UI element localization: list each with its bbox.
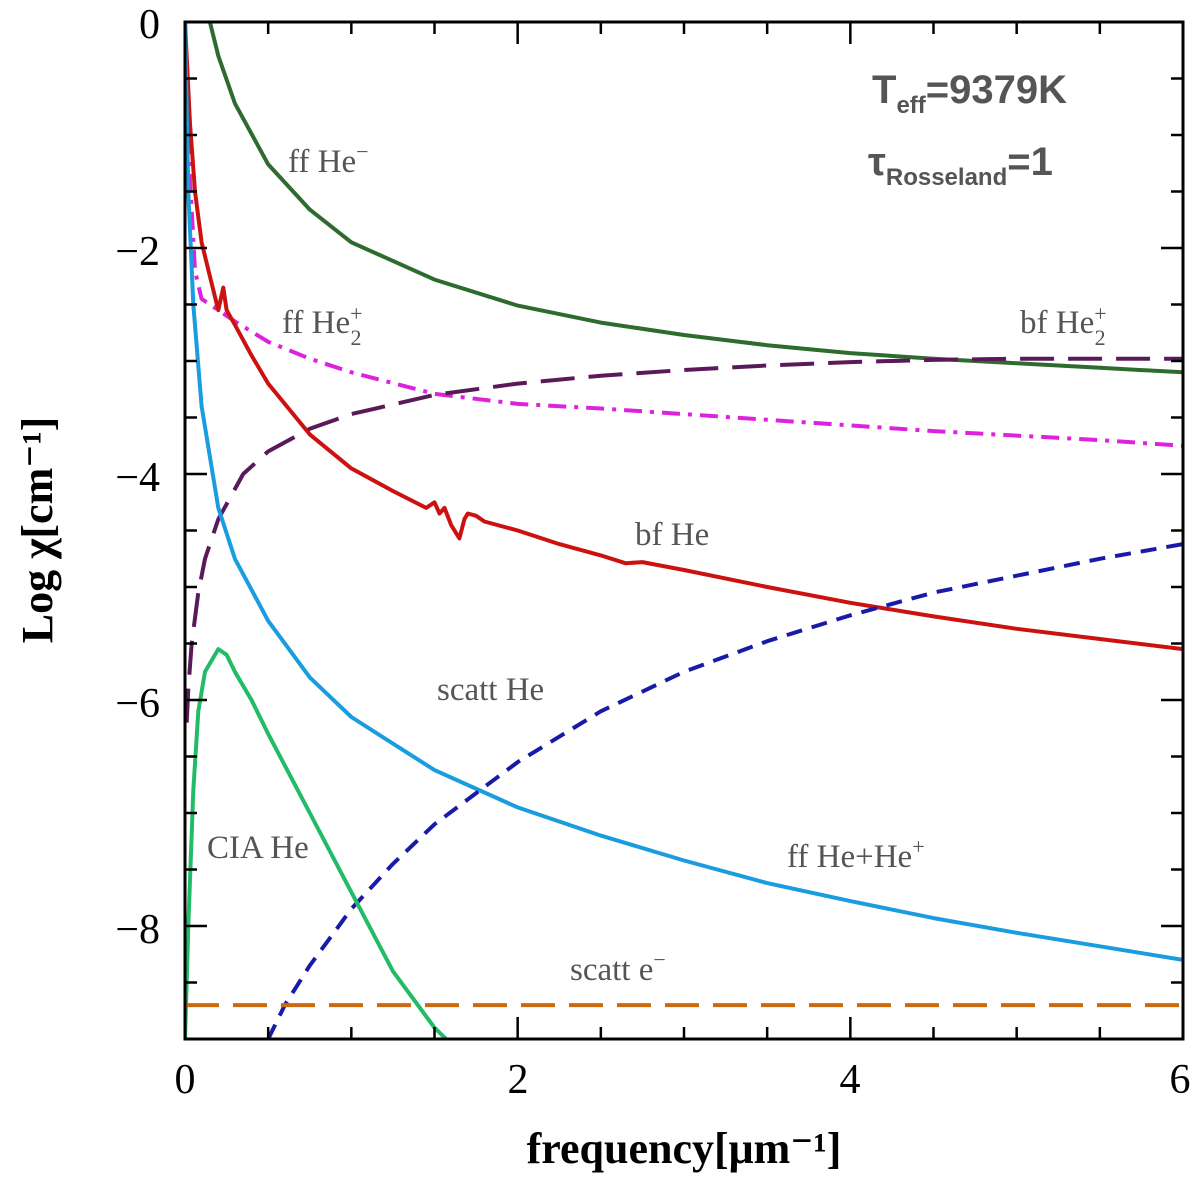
y-tick-labels: 0 −2 −4 −6 −8 bbox=[115, 2, 160, 953]
y-tick-label-m8: −8 bbox=[115, 907, 160, 953]
series-layer bbox=[185, 22, 1183, 1039]
series-line-ff-he-he- bbox=[266, 542, 1183, 1039]
x-axis-title: frequency[μm⁻¹] bbox=[527, 1124, 842, 1173]
x-tick-labels: 0 2 4 6 bbox=[175, 1057, 1191, 1103]
x-tick-label-0: 0 bbox=[175, 1057, 196, 1103]
label-scatt-e-minus: scatt e− bbox=[570, 947, 666, 988]
series-line-cia-he bbox=[185, 647, 448, 1039]
y-tick-label-0: 0 bbox=[139, 2, 160, 48]
svg-text:τRosseland=1: τRosseland=1 bbox=[868, 140, 1053, 191]
tau-symbol: τ bbox=[868, 140, 886, 184]
label-ff-he-he-plus: ff He+He+ bbox=[787, 834, 925, 875]
y-tick-label-m4: −4 bbox=[115, 455, 160, 501]
x-tick-label-6: 6 bbox=[1170, 1057, 1191, 1103]
tau-value: =1 bbox=[1007, 140, 1053, 184]
x-tick-label-2: 2 bbox=[508, 1057, 529, 1103]
svg-text:Teff=9379K: Teff=9379K bbox=[872, 68, 1067, 119]
teff-annotation: Teff=9379K bbox=[872, 68, 1067, 119]
teff-symbol: T bbox=[872, 68, 896, 112]
label-bf-he: bf He bbox=[635, 517, 709, 553]
series-line-bf-he bbox=[185, 22, 1183, 652]
teff-value: =9379K bbox=[926, 68, 1067, 112]
x-tick-label-4: 4 bbox=[840, 1057, 861, 1103]
label-ff-he-minus: ff He− bbox=[288, 139, 369, 180]
label-cia-he: CIA He bbox=[207, 830, 309, 866]
y-tick-label-m6: −6 bbox=[115, 681, 160, 727]
tau-subscript: Rosseland bbox=[886, 164, 1007, 191]
series-line-scatt-he bbox=[185, 22, 1183, 962]
y-axis-title: Log χ[cm⁻¹] bbox=[13, 417, 62, 644]
series-line-ff-he- bbox=[185, 22, 1183, 448]
label-scatt-he: scatt He bbox=[437, 672, 544, 708]
y-tick-label-m2: −2 bbox=[115, 229, 160, 275]
tau-annotation: τRosseland=1 bbox=[868, 140, 1053, 191]
label-bf-he2-plus: bf He+ 2 bbox=[1020, 301, 1107, 350]
teff-subscript: eff bbox=[896, 92, 926, 119]
label-ff-he2-plus: ff He+ 2 bbox=[282, 301, 363, 350]
tick-layer bbox=[183, 20, 1185, 1041]
